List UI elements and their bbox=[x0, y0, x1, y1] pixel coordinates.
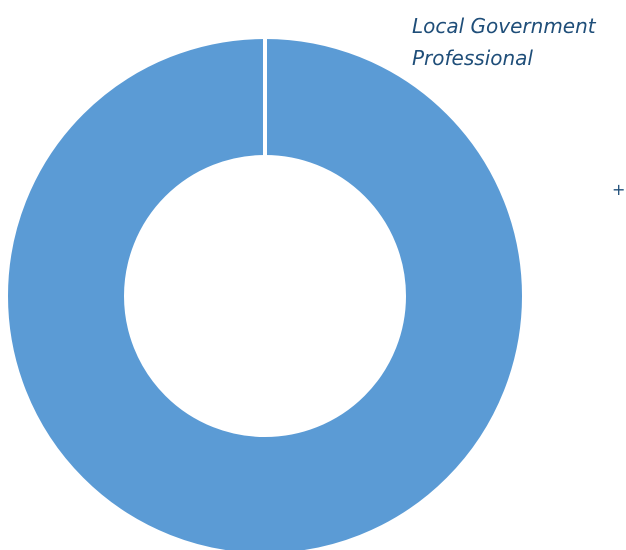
plus-marker: + bbox=[612, 180, 626, 199]
slice-data-label-line-2: Professional bbox=[412, 46, 533, 70]
donut-slices bbox=[8, 37, 522, 550]
slice-data-label-line-1: Local Government bbox=[412, 14, 596, 38]
slice-data-label: Local Government Professional bbox=[412, 10, 624, 74]
